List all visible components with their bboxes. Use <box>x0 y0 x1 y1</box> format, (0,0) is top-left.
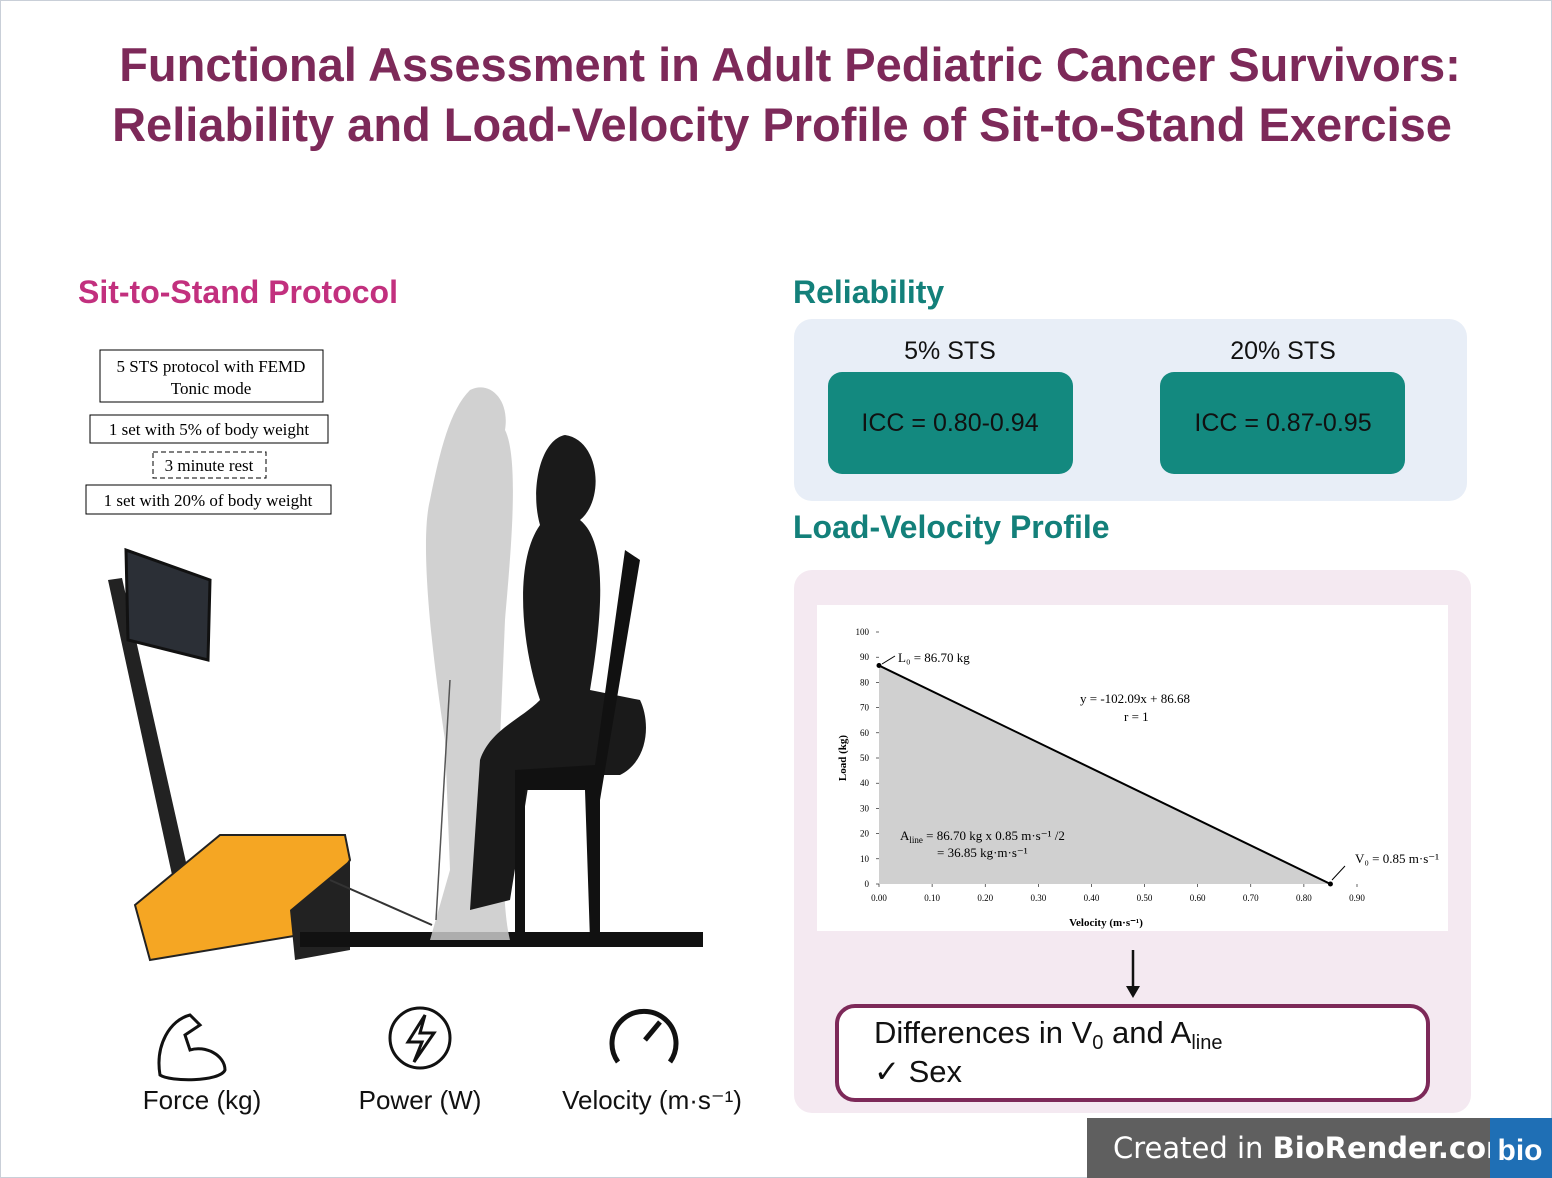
icc-box <box>1160 372 1405 474</box>
condition-label: 20% STS <box>1230 337 1336 365</box>
cable <box>435 679 451 921</box>
y-tick-label: 70 <box>860 703 870 713</box>
title-line: Reliability and Load-Velocity Profile of… <box>112 98 1452 151</box>
y-axis-label: Load (kg) <box>837 735 849 781</box>
footer-logo-text: bio <box>1498 1134 1543 1167</box>
point <box>1327 881 1333 887</box>
step: 3 minute rest <box>165 456 254 475</box>
title: Functional Assessment in Adult Pediatric… <box>112 38 1461 151</box>
x-tick-label: 0.70 <box>1243 893 1259 903</box>
annotation-part: A <box>900 828 910 843</box>
velocity-needle <box>643 1020 662 1042</box>
reliability-items: 5% STS ICC = 0.80-0.94 20% STS ICC = 0.8… <box>828 337 1405 474</box>
footer-logo <box>1490 1118 1552 1178</box>
line <box>878 664 1331 885</box>
seated-silhouette <box>470 435 646 910</box>
result-part: and A <box>1103 1015 1191 1050</box>
step: 1 set with 5% of body weight <box>109 420 309 439</box>
output-labels: Force (kg) Power (W) Velocity (m·s⁻¹) <box>143 1085 742 1115</box>
result-part: Differences in V <box>874 1015 1093 1050</box>
annotation: r = 1 <box>1124 709 1149 724</box>
device-screen <box>124 547 212 662</box>
section-heading: Load-Velocity Profile <box>793 509 1110 545</box>
force-icon <box>157 1013 227 1082</box>
x-axis-label: Velocity (m·s⁻¹) <box>1069 917 1143 929</box>
y-tick-label: 80 <box>860 677 870 687</box>
result-sub: line <box>1191 1032 1222 1054</box>
section-heading: Sit-to-Stand Protocol <box>78 274 398 310</box>
load-velocity-chart: Velocity (m·s⁻¹) Load (kg) L₀ = 86.70 kg… <box>837 627 1439 929</box>
y-tick-label: 20 <box>860 829 870 839</box>
x-tick-label: 0.80 <box>1296 893 1312 903</box>
icc-box <box>828 372 1073 474</box>
y-tick-label: 0 <box>865 879 870 889</box>
cable <box>329 879 433 926</box>
annotation-sub: line <box>909 835 923 845</box>
output-icons <box>157 1006 679 1082</box>
device-stand <box>108 578 190 884</box>
icc-value: ICC = 0.80-0.94 <box>861 409 1038 437</box>
arrow-head <box>1126 986 1140 998</box>
x-tick-label: 0.60 <box>1190 893 1206 903</box>
output-label: Force (kg) <box>143 1085 261 1115</box>
icc-value: ICC = 0.87-0.95 <box>1194 409 1371 437</box>
x-tick-label: 0.40 <box>1084 893 1100 903</box>
x-tick-label: 0.10 <box>924 893 940 903</box>
y-tick-label: 100 <box>856 627 870 637</box>
velocity-icon <box>609 1008 679 1064</box>
step-box <box>89 414 329 444</box>
footer-part: BioRender.com <box>1273 1131 1517 1165</box>
point <box>876 663 882 669</box>
result-line: ✓ Sex <box>874 1054 963 1089</box>
y-tick-label: 90 <box>860 652 870 662</box>
annotation-arrow <box>881 655 896 665</box>
x-tick-label: 0.50 <box>1137 893 1153 903</box>
y-tick-label: 10 <box>860 854 870 864</box>
power-icon-bolt <box>405 1014 437 1063</box>
annotation-part: = 86.70 kg x 0.85 m·s⁻¹ /2 <box>923 828 1065 843</box>
power-icon <box>388 1006 452 1070</box>
annotation-arrow <box>1331 865 1346 881</box>
footer-text: Created in BioRender.com <box>1113 1131 1516 1165</box>
title-line: Functional Assessment in Adult Pediatric… <box>119 38 1461 91</box>
annotation: y = -102.09x + 86.68 <box>1080 691 1190 706</box>
annotation: = 36.85 kg·m·s⁻¹ <box>937 845 1028 860</box>
output-label: Power (W) <box>359 1085 482 1115</box>
annotation: L₀ = 86.70 kg <box>898 650 970 665</box>
chair <box>515 550 640 940</box>
result-box <box>835 1004 1430 1102</box>
x-tick-label: 0.00 <box>871 893 887 903</box>
annotation: Aline = 86.70 kg x 0.85 m·s⁻¹ /2 <box>900 828 1065 845</box>
annotation: V₀ = 0.85 m·s⁻¹ <box>1355 851 1439 866</box>
section-heading: Reliability <box>793 274 944 310</box>
step-box <box>85 484 332 515</box>
y-tick-label: 30 <box>860 803 870 813</box>
step: 5 STS protocol with FEMD <box>117 357 306 376</box>
illustration <box>108 387 703 962</box>
protocol-steps: 5 STS protocol with FEMD Tonic mode 1 se… <box>85 349 332 515</box>
x-tick-label: 0.30 <box>1030 893 1046 903</box>
step-box <box>99 349 324 403</box>
y-tick-label: 40 <box>860 778 870 788</box>
output-label: Velocity (m·s⁻¹) <box>562 1085 742 1115</box>
y-tick-label: 50 <box>860 753 870 763</box>
result-sub: 0 <box>1092 1032 1103 1054</box>
step: 1 set with 20% of body weight <box>104 491 313 510</box>
x-tick-label: 0.90 <box>1349 893 1365 903</box>
footer-part: Created in <box>1113 1131 1273 1165</box>
y-tick-label: 60 <box>860 728 870 738</box>
x-tick-label: 0.20 <box>977 893 993 903</box>
result-line: Differences in V0 and Aline <box>874 1015 1222 1054</box>
step: Tonic mode <box>171 379 251 398</box>
condition-label: 5% STS <box>904 337 996 365</box>
rest-box <box>152 451 267 479</box>
footer-bar <box>1087 1118 1552 1178</box>
